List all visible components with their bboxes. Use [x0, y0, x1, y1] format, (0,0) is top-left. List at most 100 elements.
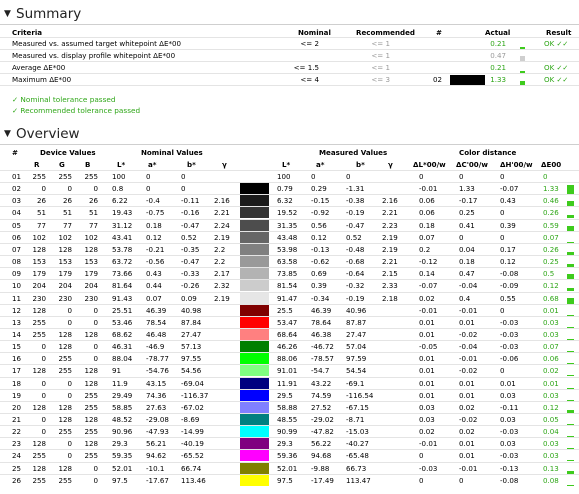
delta-C: -0.01: [459, 464, 478, 473]
b-value: 128: [84, 330, 98, 339]
measured-b: -1.31: [346, 184, 365, 193]
criteria-label: Measured vs. display profile whitepoint …: [12, 51, 176, 60]
nominal-b: 97.55: [181, 354, 202, 363]
nominal-value: <= 4: [300, 75, 319, 84]
nominal-gamma: 2.2: [214, 257, 226, 266]
nominal-L: 46.31: [112, 342, 133, 351]
measured-a: 0.29: [311, 184, 327, 193]
measured-L: 58.88: [277, 403, 298, 412]
nominal-gamma: 2.24: [214, 221, 230, 230]
group-header-row: # Device Values Nominal Values Measured …: [0, 147, 579, 158]
nominal-L: 90.96: [112, 427, 133, 436]
delta-C: 0: [459, 233, 464, 242]
nominal-a: -0.4: [146, 196, 160, 205]
delta-E-bar: [567, 274, 574, 279]
delta-E-bar: [567, 327, 574, 328]
summary-header-row: Criteria Nominal Recommended # Actual Re…: [0, 27, 579, 38]
measured-L: 81.54: [277, 281, 298, 290]
patch-number: 02: [433, 75, 443, 84]
collapse-triangle-icon[interactable]: ▼: [4, 129, 11, 139]
row-divider: [0, 267, 579, 268]
r-value: 0: [41, 342, 46, 351]
delta-C: 0.25: [459, 208, 475, 217]
group-measured: Measured Values: [319, 148, 388, 157]
nominal-gamma: 2.2: [214, 245, 226, 254]
delta-E-bar: [567, 388, 574, 389]
b-value: 128: [84, 379, 98, 388]
r-value: 77: [36, 221, 46, 230]
delta-E-bar: [567, 448, 574, 449]
patch-number: 21: [12, 415, 22, 424]
nominal-swatch: [240, 402, 269, 413]
tolerance-passed-message: ✓ Nominal tolerance passed: [12, 95, 116, 104]
summary-heading[interactable]: ▼ Summary: [4, 5, 81, 23]
measured-L: 52.01: [277, 464, 298, 473]
nominal-swatch: [240, 256, 269, 267]
col-dH: ΔH'00/w: [500, 160, 533, 169]
delta-E-bar: [567, 339, 574, 340]
row-divider: [0, 425, 579, 426]
nominal-b: -0.33: [181, 269, 200, 278]
delta-E: 0.26: [543, 208, 559, 217]
nominal-b: -0.11: [181, 196, 200, 205]
r-value: 128: [32, 439, 46, 448]
row-divider: [0, 328, 579, 329]
col-nominal: Nominal: [298, 28, 331, 37]
measured-b: -0.19: [346, 294, 365, 303]
measured-b: -65.48: [346, 451, 369, 460]
recommended-value: <= 3: [371, 75, 390, 84]
overview-row: 07 128 128 128 53.78 -0.21 -0.35 2.2 53.98 -0.13 -…: [0, 244, 579, 255]
overview-heading[interactable]: ▼ Overview: [4, 125, 80, 143]
nominal-L: 53.78: [112, 245, 133, 254]
actual-value: 0.21: [490, 39, 506, 48]
measured-gamma: 2.16: [382, 196, 398, 205]
col-result: Result: [546, 28, 572, 37]
r-value: 255: [32, 318, 46, 327]
measured-b: 0.52: [346, 233, 362, 242]
nominal-a: -0.75: [146, 208, 165, 217]
measured-a: -54.7: [311, 366, 330, 375]
patch-number: 08: [12, 257, 22, 266]
nominal-swatch: [240, 207, 269, 218]
g-value: 204: [58, 281, 72, 290]
measured-L: 100: [277, 172, 291, 181]
nominal-a: 0.07: [146, 294, 162, 303]
nominal-a: 46.48: [146, 330, 167, 339]
patch-number: 25: [12, 464, 22, 473]
measured-L: 31.35: [277, 221, 298, 230]
delta-H: -0.13: [500, 464, 519, 473]
delta-E: 0.25: [543, 257, 559, 266]
g-value: 0: [67, 451, 72, 460]
delta-E-bar: [567, 471, 574, 474]
measured-b: 40.96: [346, 306, 367, 315]
nominal-b: -67.02: [181, 403, 204, 412]
measured-gamma: 2.15: [382, 269, 398, 278]
patch-number: 24: [12, 451, 22, 460]
collapse-triangle-icon[interactable]: ▼: [4, 9, 11, 19]
delta-E: 0.02: [543, 366, 559, 375]
delta-E: 0.04: [543, 427, 559, 436]
row-divider: [0, 219, 579, 220]
measured-L: 46.26: [277, 342, 298, 351]
measured-b: -0.32: [346, 281, 365, 290]
g-value: 0: [67, 306, 72, 315]
delta-H: 0.55: [500, 294, 516, 303]
nominal-L: 68.62: [112, 330, 133, 339]
delta-L: 0.03: [419, 415, 435, 424]
row-divider: [0, 255, 579, 256]
col-dC: ΔC'00/w: [456, 160, 488, 169]
b-value: 128: [84, 366, 98, 375]
patch-number: 15: [12, 342, 22, 351]
r-value: 255: [32, 476, 46, 485]
col-header-row: R G B L* a* b* γ L* a* b* γ ΔL*00/w ΔC'0…: [0, 159, 579, 170]
row-divider: [0, 37, 579, 38]
measured-b: -0.48: [346, 245, 365, 254]
nominal-b: 0: [181, 184, 186, 193]
delta-C: 0.41: [459, 221, 475, 230]
row-divider: [0, 340, 579, 341]
overview-title: Overview: [16, 126, 80, 142]
patch-number: 12: [12, 306, 22, 315]
delta-E-bar: [567, 315, 574, 316]
nominal-a: -54.76: [146, 366, 169, 375]
nominal-b: -0.47: [181, 221, 200, 230]
